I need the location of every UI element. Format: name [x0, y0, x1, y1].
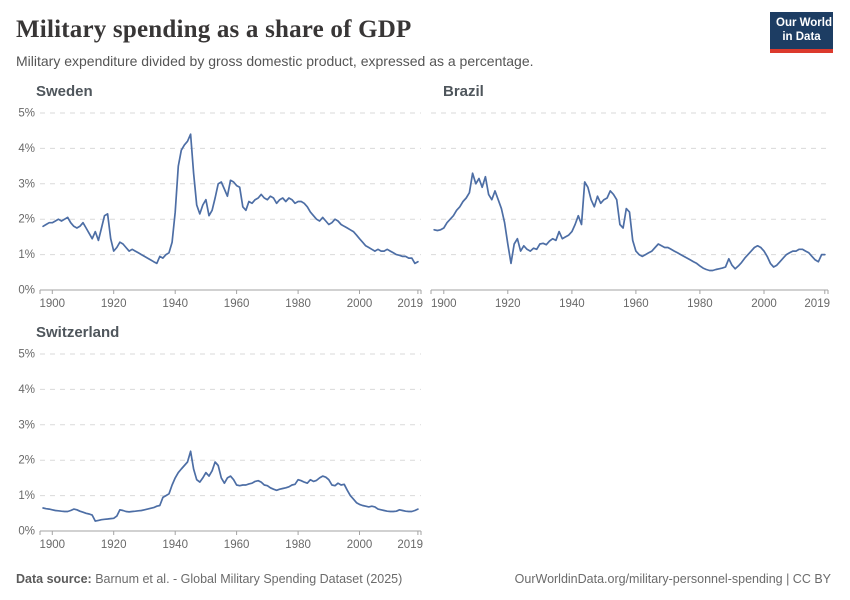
x-tick-label: 1920 [495, 298, 521, 310]
x-tick-label: 1900 [40, 539, 66, 551]
facet-title-brazil: Brazil [443, 82, 484, 100]
data-source-text: Barnum et al. - Global Military Spending… [91, 572, 403, 586]
brazil-line-chart: 1900 1920 1940 1960 1980 2000 2019 [430, 112, 830, 310]
y-tick-label: 4% [18, 383, 35, 395]
x-tick-label: 2000 [347, 298, 373, 310]
x-tick-label: 1940 [162, 298, 188, 310]
y-tick-label: 5% [18, 107, 35, 119]
x-tick-label: 1960 [224, 539, 250, 551]
y-tick-label: 1% [18, 249, 35, 261]
data-source-label: Data source: [16, 572, 92, 586]
footer-link[interactable]: OurWorldinData.org/military-personnel-sp… [514, 572, 831, 586]
y-tick-label: 5% [18, 348, 35, 360]
x-tick-label: 1960 [224, 298, 250, 310]
chart-subtitle: Military expenditure divided by gross do… [16, 52, 534, 69]
x-tick-label: 2000 [347, 539, 373, 551]
page-title: Military spending as a share of GDP [16, 16, 412, 43]
facet-title-switzerland: Switzerland [36, 323, 120, 341]
y-tick-label: 3% [18, 419, 35, 431]
x-tick-label: 2000 [751, 298, 777, 310]
y-tick-label: 3% [18, 178, 35, 190]
sweden-series-line [42, 132, 419, 264]
y-tick-label: 1% [18, 490, 35, 502]
y-tick-label: 2% [18, 454, 35, 466]
facet-brazil: Brazil 1900 1920 1940 1960 1980 2000 2019 [428, 83, 831, 311]
facet-switzerland: Switzerland 1900 1920 1940 1960 1980 2000 2019… [16, 324, 424, 552]
owid-logo-line1: Our World [776, 17, 833, 29]
x-tick-label: 1940 [162, 539, 188, 551]
data-source: Data source: Barnum et al. - Global Mili… [16, 572, 402, 586]
facet-grid: Sweden 1900 1920 1940 1960 1980 2000 2019 0% 1% 2… [16, 83, 850, 552]
x-tick-label: 2019 [397, 539, 423, 551]
facet-title-sweden: Sweden [36, 82, 93, 100]
x-tick-label: 1980 [687, 298, 713, 310]
y-tick-label: 0% [18, 284, 35, 296]
x-tick-label: 1980 [285, 298, 311, 310]
y-tick-label: 4% [18, 142, 35, 154]
switzerland-line-chart: 1900 1920 1940 1960 1980 2000 2019 0% 1% 2% 3% 4% 5% [18, 348, 423, 551]
x-tick-label: 1920 [101, 539, 127, 551]
owid-logo: Our World in Data [770, 12, 833, 53]
sweden-line-chart: 1900 1920 1940 1960 1980 2000 2019 0% 1% 2% 3% 4% 5% [18, 107, 423, 310]
x-tick-label: 1900 [431, 298, 457, 310]
x-tick-label: 1900 [40, 298, 66, 310]
facet-sweden: Sweden 1900 1920 1940 1960 1980 2000 2019 0% 1% 2… [16, 83, 424, 311]
x-tick-label: 2019 [397, 298, 423, 310]
x-tick-label: 1980 [285, 539, 311, 551]
x-tick-label: 1940 [559, 298, 585, 310]
owid-logo-line2: in Data [782, 30, 821, 43]
x-tick-label: 1960 [623, 298, 649, 310]
brazil-series-line [433, 171, 826, 271]
chart-header: Military spending as a share of GDP Mili… [0, 0, 850, 69]
x-tick-label: 2019 [804, 298, 830, 310]
y-tick-label: 0% [18, 525, 35, 537]
chart-footer: Data source: Barnum et al. - Global Mili… [16, 572, 831, 586]
switzerland-series-line [42, 449, 419, 522]
x-tick-label: 1920 [101, 298, 127, 310]
y-tick-label: 2% [18, 213, 35, 225]
